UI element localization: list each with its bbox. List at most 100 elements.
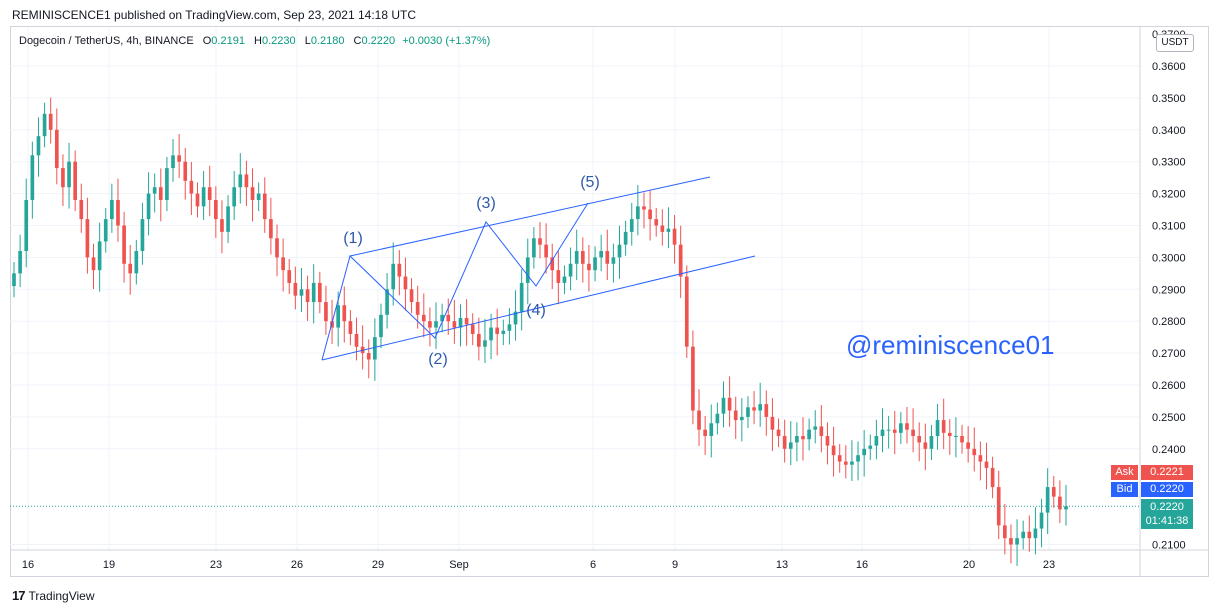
candle-body	[752, 407, 756, 411]
candle-body	[507, 324, 512, 331]
candle-body	[862, 448, 866, 456]
candle-body	[385, 289, 389, 315]
candle-body	[587, 263, 591, 271]
candle-body	[305, 289, 310, 303]
author-watermark: @reminiscence01	[846, 330, 1055, 360]
candle-body	[299, 289, 304, 296]
candle-body	[379, 314, 383, 338]
wave-label: (1)	[343, 230, 363, 247]
candle-body	[122, 225, 126, 264]
ohlc-legend: Dogecoin / TetherUS, 4h, BINANCE O0.2191…	[19, 35, 490, 47]
candle-body	[146, 193, 151, 220]
candle-body	[807, 429, 811, 440]
candle-body	[758, 404, 763, 411]
candle-body	[519, 282, 524, 312]
candle-body	[941, 420, 946, 433]
candle-body	[917, 436, 922, 443]
candle-body	[214, 199, 218, 220]
candle-body	[128, 263, 133, 274]
wave-label: (3)	[476, 195, 496, 212]
candle-body	[703, 429, 707, 437]
candle-body	[648, 209, 652, 220]
candle-body	[782, 436, 787, 449]
candle-body	[85, 219, 90, 258]
candle-body	[715, 413, 720, 424]
time-tick-label: 29	[372, 559, 384, 571]
candle-body	[397, 263, 402, 277]
candle-body	[232, 187, 237, 207]
candle-body	[61, 168, 65, 188]
candle-body	[342, 305, 347, 322]
candle-body	[513, 311, 518, 325]
price-tick-label: 0.3000	[1152, 252, 1186, 264]
candle-body	[36, 136, 41, 156]
candle-body	[189, 180, 194, 194]
close-value: 0.2220	[361, 35, 396, 47]
last-price-tag: 0.2220 01:41:38	[1141, 499, 1193, 529]
candle-body	[201, 187, 206, 207]
currency-button[interactable]: USDT	[1156, 34, 1194, 52]
candle-body	[660, 225, 665, 232]
candle-body	[158, 187, 163, 200]
tradingview-logo-icon[interactable]: 17	[12, 588, 26, 603]
price-tick-label: 0.3500	[1152, 93, 1186, 105]
candle-body	[727, 397, 732, 411]
candle-body	[373, 337, 377, 360]
candle-body	[281, 257, 285, 271]
time-tick-label: 20	[963, 559, 975, 571]
publish-info: REMINISCENCE1 published on TradingView.c…	[12, 8, 416, 22]
time-tick-label: Sep	[449, 559, 469, 571]
candle-body	[721, 397, 726, 414]
candle-body	[538, 238, 542, 245]
candle-body	[24, 199, 29, 252]
candle-body	[446, 314, 451, 322]
candle-body	[1051, 487, 1056, 497]
candle-body	[415, 302, 420, 315]
symbol-label[interactable]: Dogecoin / TetherUS, 4h, BINANCE	[19, 35, 194, 47]
candle-body	[746, 407, 750, 417]
footer-brand[interactable]: TradingView	[28, 588, 95, 603]
candle-body	[103, 219, 108, 242]
candle-body	[293, 282, 298, 296]
candle-body	[905, 423, 909, 430]
open-label: O	[202, 35, 212, 47]
last-price-value: 0.2220	[1150, 501, 1184, 513]
price-tick-label: 0.2100	[1152, 540, 1186, 552]
candle-body	[238, 174, 243, 188]
candle-body	[593, 257, 597, 271]
candle-body	[984, 461, 989, 468]
candle-body	[421, 314, 426, 322]
candle-body	[483, 340, 487, 347]
candle-body	[642, 206, 646, 210]
candle-body	[195, 193, 200, 207]
candle-body	[935, 420, 940, 437]
time-tick-label: 23	[1043, 559, 1055, 571]
bid-label: Bid	[1111, 482, 1138, 497]
candle-body	[391, 263, 396, 290]
candle-body	[311, 282, 316, 303]
footer: 17 TradingView	[12, 588, 95, 603]
time-tick-label: 6	[590, 559, 596, 571]
candle-body	[623, 231, 628, 245]
time-tick-label: 19	[103, 559, 115, 571]
candle-body	[654, 219, 659, 226]
candle-body	[691, 346, 695, 411]
candle-body	[452, 321, 457, 328]
candle-body	[67, 161, 71, 188]
price-tick-label: 0.2900	[1152, 284, 1186, 296]
candle-body	[795, 436, 799, 443]
time-tick-label: 16	[22, 559, 34, 571]
candle-body	[97, 241, 102, 271]
candle-body	[556, 270, 561, 283]
candle-body	[91, 257, 96, 271]
elliott-wave-path	[321, 202, 589, 361]
price-tick-label: 0.2500	[1152, 412, 1186, 424]
candle-body	[54, 129, 59, 169]
candle-body	[1039, 512, 1044, 529]
candle-body	[220, 219, 224, 232]
time-tick-label: 16	[856, 559, 868, 571]
chart-frame[interactable]	[10, 26, 1209, 577]
low-value: 0.2180	[310, 35, 345, 47]
candle-body	[850, 461, 854, 465]
